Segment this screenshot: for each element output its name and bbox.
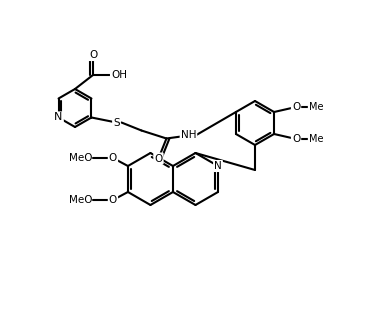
Text: O: O — [109, 153, 117, 163]
Text: Me: Me — [309, 134, 323, 144]
Text: N: N — [214, 161, 222, 171]
Text: O: O — [154, 154, 163, 163]
Text: N: N — [54, 113, 63, 122]
Text: O: O — [89, 50, 97, 60]
Text: Me: Me — [309, 102, 323, 112]
Text: MeO: MeO — [69, 195, 93, 205]
Text: OH: OH — [111, 70, 127, 80]
Text: O: O — [109, 195, 117, 205]
Text: O: O — [292, 102, 300, 112]
Text: O: O — [292, 134, 300, 144]
Text: MeO: MeO — [69, 153, 93, 163]
Text: NH: NH — [181, 130, 196, 141]
Text: S: S — [113, 117, 120, 128]
